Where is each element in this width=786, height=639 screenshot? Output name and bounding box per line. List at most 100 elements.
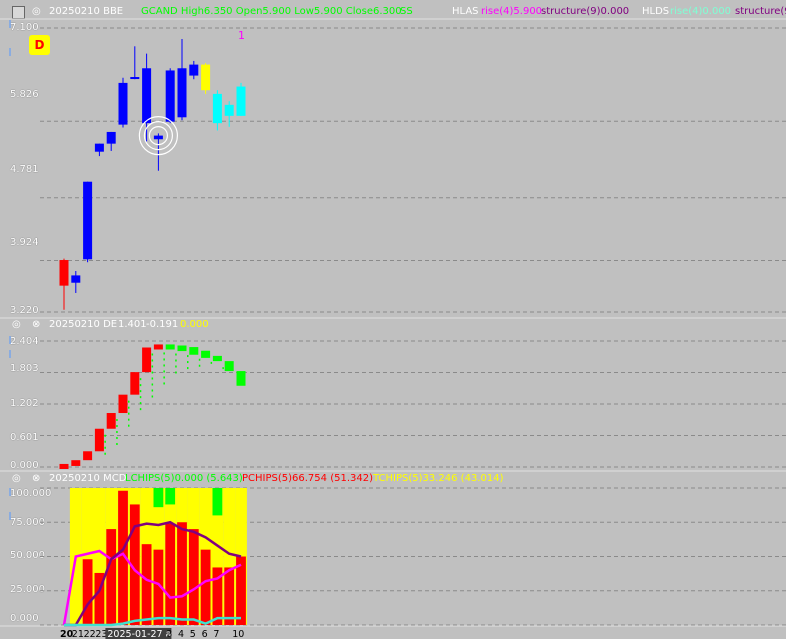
chips-red-bar: [188, 529, 199, 625]
de-dot: [139, 402, 142, 405]
hlas-label: HLAS: [452, 6, 479, 17]
de-bar: [177, 345, 187, 352]
candle-body: [118, 82, 128, 125]
candle-body: [201, 64, 211, 91]
de-dot: [151, 377, 154, 380]
pane2-value2: -0.191: [146, 319, 179, 330]
hlds-value: rise(4)0.000: [670, 6, 732, 17]
target-ring: [148, 125, 168, 146]
close-icon[interactable]: ⊗: [32, 473, 41, 484]
period-badge-text: D: [34, 38, 45, 52]
chips-green-bar: [212, 488, 223, 516]
chips-red-bar: [106, 529, 117, 625]
candle-body: [224, 104, 234, 116]
de-dot: [116, 437, 118, 440]
chips-red-bar: [141, 544, 152, 625]
candle-body: [236, 86, 246, 116]
pane2-ytick: 0.000: [10, 460, 39, 471]
de-dot: [222, 367, 224, 370]
de-bar: [130, 372, 140, 395]
candle-body: [165, 70, 175, 122]
chips-series-line: [64, 520, 242, 627]
ss-label: SS: [400, 6, 413, 17]
candle-body: [189, 64, 199, 76]
chips-red-bar: [200, 549, 211, 625]
xaxis-label: 10: [232, 629, 244, 639]
chips-series-line: [64, 616, 241, 627]
settings-icon[interactable]: ◎: [12, 319, 21, 330]
chips-green-bar: [165, 488, 176, 505]
de-bar: [118, 394, 128, 414]
de-dot: [151, 383, 154, 386]
xaxis-label: 22: [84, 629, 96, 639]
de-dot: [128, 406, 130, 409]
pane1-ytick: 3.924: [10, 237, 39, 248]
signal-marker: 1: [238, 29, 245, 42]
pane1-title: 20250210 BBE: [49, 6, 124, 17]
de-dot: [175, 371, 177, 374]
de-dot: [151, 395, 154, 398]
pane3-ytick: 25.000: [10, 584, 45, 595]
candle-body: [83, 181, 93, 260]
candle-body: [59, 260, 69, 286]
gcand-label: GCAND High6.350 Open5.900 Low5.900 Close…: [141, 6, 402, 17]
de-dot: [187, 355, 189, 358]
candle-body: [153, 135, 163, 140]
xaxis-label: 3: [166, 629, 172, 639]
pane2-title: 20250210 DE: [49, 319, 118, 330]
target-ring: [138, 115, 178, 156]
chips-red-bar: [94, 572, 105, 625]
target-ring: [143, 120, 173, 151]
close-icon[interactable]: ⊗: [32, 319, 41, 330]
chips-series-line: [62, 549, 242, 626]
de-bar: [189, 347, 199, 355]
de-dot: [198, 364, 201, 367]
settings-icon[interactable]: ◎: [12, 473, 21, 484]
de-dot: [116, 425, 118, 428]
tchips-label: TCHIPS(5)33.246 (43.014): [373, 473, 504, 484]
candle-body: [130, 77, 140, 80]
de-dot: [104, 446, 106, 449]
de-dot: [128, 424, 130, 427]
de-dot: [104, 440, 106, 443]
de-dot: [151, 353, 154, 356]
de-dot: [151, 371, 154, 374]
xaxis-label: 7: [213, 629, 219, 639]
de-dot: [128, 418, 130, 421]
candle-body: [177, 68, 187, 118]
candle-body: [106, 131, 116, 144]
pane2-value1: 1.401: [118, 319, 147, 330]
chips-green-bar: [153, 488, 164, 508]
pane2-value3: 0.000: [180, 319, 209, 330]
chips-yellow-bar: [211, 488, 224, 625]
pane1-ytick: 3.220: [10, 305, 39, 316]
chips-red-bar: [129, 504, 140, 625]
structure2-label: structure(9: [735, 6, 786, 17]
candle-body: [142, 68, 152, 124]
de-bar: [83, 451, 93, 461]
de-dot: [163, 352, 165, 355]
xaxis-label: 6: [202, 629, 208, 639]
pane2-ytick: 1.803: [10, 363, 39, 374]
de-dot: [104, 452, 106, 455]
xaxis-label: 5: [190, 629, 196, 639]
period-badge[interactable]: D: [29, 35, 50, 55]
pane3-ytick: 75.000: [10, 517, 45, 528]
de-bar: [106, 413, 116, 429]
de-dot: [175, 353, 177, 356]
de-dot: [139, 396, 142, 399]
pchips-label: PCHIPS(5)66.754 (51.342): [242, 473, 373, 484]
de-bar: [224, 361, 234, 372]
settings-icon[interactable]: ◎: [32, 6, 41, 17]
pane3-header: ◎ ⊗ 20250210 MCD LCHIPS(5)0.000 (5.643) …: [0, 472, 786, 486]
candle-body: [212, 93, 222, 124]
pane1-ytick: 7.100: [10, 22, 39, 33]
chips-red-bar: [82, 559, 93, 625]
pane1-header: ◎ 20250210 BBE GCAND High6.350 Open5.900…: [0, 5, 786, 19]
rise-label: rise(4)5.900: [481, 6, 543, 17]
pane3-ytick: 50.000: [10, 550, 45, 561]
pane2-ytick: 2.404: [10, 336, 39, 347]
de-dot: [187, 367, 189, 370]
pane3-title: 20250210 MCD: [49, 473, 127, 484]
